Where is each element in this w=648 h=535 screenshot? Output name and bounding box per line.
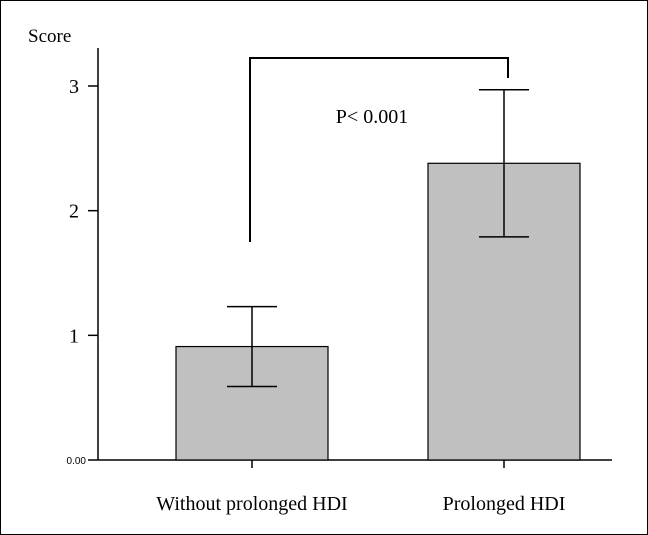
bars — [175, 162, 581, 461]
y-ticks: 0.00 1 2 3 — [67, 76, 98, 467]
y-tick-label-3: 3 — [69, 76, 79, 98]
significance-bracket — [249, 57, 509, 242]
x-tick-label-1: Prolonged HDI — [443, 493, 566, 515]
y-tick-label-1: 1 — [69, 325, 79, 347]
p-value-annotation: P< 0.001 — [336, 106, 408, 128]
bracket-line — [249, 57, 509, 242]
error-bars — [227, 88, 529, 388]
x-tick-label-0: Without prolonged HDI — [156, 493, 347, 515]
y-axis-label: Score — [28, 26, 71, 47]
y-tick-label-2: 2 — [69, 201, 79, 223]
y-tick-label-0: 0.00 — [67, 456, 87, 467]
x-tick-labels: Without prolonged HDI Prolonged HDI — [156, 460, 565, 515]
